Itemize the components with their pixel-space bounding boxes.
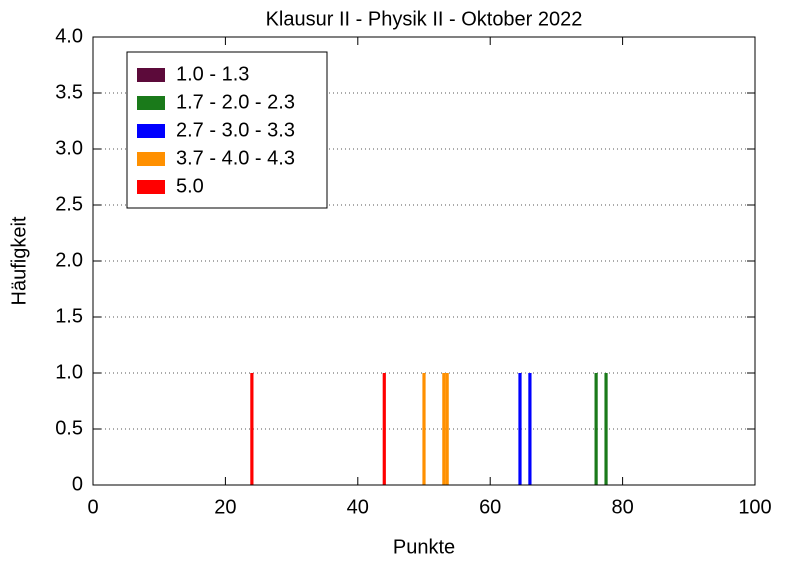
x-tick-label: 100 [738, 496, 771, 518]
bar [422, 373, 426, 485]
plot-frame [92, 36, 756, 486]
y-tick-label: 0 [72, 473, 83, 495]
y-tick-label: 1.0 [55, 361, 83, 383]
legend-label: 3.7 - 4.0 - 4.3 [176, 147, 295, 169]
legend-label: 5.0 [176, 175, 204, 197]
x-tick-label: 0 [87, 496, 98, 518]
x-tick-label: 60 [479, 496, 501, 518]
legend-swatch [137, 180, 165, 194]
y-tick-label: 2.0 [55, 249, 83, 271]
bar [604, 373, 608, 485]
legend-swatch [137, 96, 165, 110]
x-tick-label: 40 [347, 496, 369, 518]
bar [594, 373, 598, 485]
chart-title: Klausur II - Physik II - Oktober 2022 [266, 8, 583, 30]
legend-label: 1.7 - 2.0 - 2.3 [176, 91, 295, 113]
bar [518, 373, 522, 485]
y-tick-label: 0.5 [55, 417, 83, 439]
legend-label: 1.0 - 1.3 [176, 63, 249, 85]
x-tick-label: 80 [611, 496, 633, 518]
x-tick-label: 20 [214, 496, 236, 518]
bar [382, 373, 386, 485]
bar [445, 373, 449, 485]
bar [528, 373, 532, 485]
legend-label: 2.7 - 3.0 - 3.3 [176, 119, 295, 141]
y-tick-label: 3.0 [55, 137, 83, 159]
y-tick-label: 2.5 [55, 193, 83, 215]
legend-swatch [137, 152, 165, 166]
y-tick-label: 3.5 [55, 81, 83, 103]
y-axis-label: Häufigkeit [8, 216, 30, 305]
bar [250, 373, 254, 485]
y-tick-label: 4.0 [55, 25, 83, 47]
legend-swatch [137, 124, 165, 138]
legend-swatch [137, 68, 165, 82]
x-axis-label: Punkte [393, 536, 455, 558]
bar [442, 373, 446, 485]
y-tick-label: 1.5 [55, 305, 83, 327]
